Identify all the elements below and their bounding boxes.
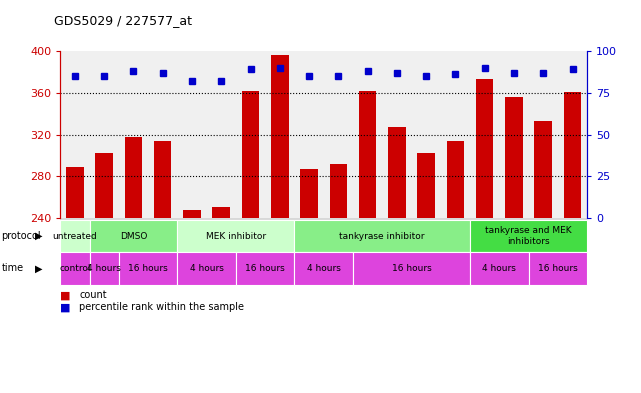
Text: 16 hours: 16 hours — [392, 264, 431, 273]
Bar — [242, 91, 260, 218]
Bar — [212, 207, 230, 218]
Text: ■: ■ — [60, 290, 71, 300]
Bar — [154, 141, 172, 218]
Bar — [476, 79, 494, 218]
Bar — [563, 92, 581, 218]
Bar — [124, 137, 142, 218]
Text: protocol: protocol — [1, 231, 41, 241]
Bar — [388, 127, 406, 218]
Text: 4 hours: 4 hours — [190, 264, 224, 273]
Text: control: control — [59, 264, 90, 273]
Text: untreated: untreated — [53, 232, 97, 241]
Bar — [417, 153, 435, 218]
Text: 16 hours: 16 hours — [538, 264, 578, 273]
Bar — [271, 55, 288, 218]
Text: DMSO: DMSO — [120, 232, 147, 241]
Text: tankyrase and MEK
inhibitors: tankyrase and MEK inhibitors — [485, 226, 572, 246]
Text: time: time — [1, 263, 24, 274]
Text: MEK inhibitor: MEK inhibitor — [206, 232, 266, 241]
Bar — [300, 169, 318, 218]
Text: 16 hours: 16 hours — [246, 264, 285, 273]
Bar — [359, 91, 376, 218]
Text: 4 hours: 4 hours — [87, 264, 121, 273]
Bar — [535, 121, 552, 218]
Bar — [505, 97, 523, 218]
Bar — [329, 164, 347, 218]
Text: ▶: ▶ — [35, 263, 42, 274]
Text: 4 hours: 4 hours — [483, 264, 516, 273]
Bar — [96, 153, 113, 218]
Text: 16 hours: 16 hours — [128, 264, 168, 273]
Bar — [66, 167, 84, 218]
Text: GDS5029 / 227577_at: GDS5029 / 227577_at — [54, 15, 192, 28]
Bar — [183, 210, 201, 218]
Text: count: count — [79, 290, 107, 300]
Text: 4 hours: 4 hours — [307, 264, 340, 273]
Bar — [447, 141, 464, 218]
Text: percentile rank within the sample: percentile rank within the sample — [79, 302, 244, 312]
Text: ■: ■ — [60, 302, 71, 312]
Text: ▶: ▶ — [35, 231, 42, 241]
Text: tankyrase inhibitor: tankyrase inhibitor — [340, 232, 425, 241]
